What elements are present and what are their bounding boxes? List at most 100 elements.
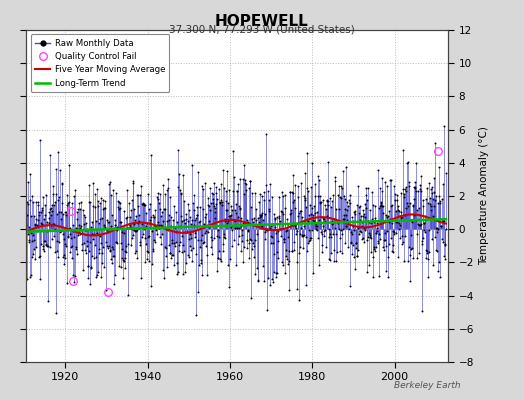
Point bbox=[141, 202, 149, 208]
Point bbox=[153, 193, 161, 200]
Point bbox=[127, 242, 135, 248]
Point bbox=[425, 194, 434, 201]
Point bbox=[247, 294, 255, 301]
Point bbox=[35, 209, 43, 216]
Point bbox=[394, 254, 402, 260]
Point bbox=[125, 223, 134, 230]
Point bbox=[281, 191, 290, 198]
Point bbox=[78, 230, 86, 236]
Point bbox=[347, 239, 355, 245]
Point bbox=[141, 223, 150, 230]
Text: Berkeley Earth: Berkeley Earth bbox=[395, 381, 461, 390]
Point bbox=[346, 192, 354, 198]
Point bbox=[71, 246, 80, 252]
Point bbox=[114, 198, 122, 204]
Point bbox=[281, 204, 289, 211]
Point bbox=[373, 227, 381, 234]
Point bbox=[222, 207, 231, 213]
Point bbox=[174, 247, 183, 254]
Point bbox=[107, 256, 115, 262]
Point bbox=[218, 202, 226, 208]
Point bbox=[349, 218, 357, 224]
Point bbox=[34, 216, 42, 223]
Point bbox=[24, 179, 32, 186]
Point bbox=[357, 213, 365, 219]
Point bbox=[83, 263, 92, 269]
Point bbox=[242, 220, 250, 226]
Point bbox=[111, 272, 119, 278]
Point bbox=[400, 258, 408, 264]
Point bbox=[81, 227, 90, 233]
Point bbox=[313, 209, 321, 216]
Point bbox=[380, 247, 388, 254]
Point bbox=[30, 246, 39, 252]
Point bbox=[174, 183, 182, 190]
Point bbox=[220, 230, 228, 237]
Point bbox=[246, 236, 254, 242]
Point bbox=[132, 248, 140, 254]
Point bbox=[124, 241, 133, 247]
Point bbox=[129, 178, 137, 184]
Point bbox=[372, 230, 380, 236]
Point bbox=[289, 171, 297, 178]
Point bbox=[60, 236, 69, 242]
Point bbox=[228, 226, 236, 233]
Point bbox=[242, 187, 250, 194]
Point bbox=[261, 236, 269, 243]
Point bbox=[185, 231, 194, 237]
Point bbox=[258, 222, 267, 229]
Point bbox=[433, 225, 441, 231]
Point bbox=[183, 229, 191, 235]
Point bbox=[87, 264, 95, 270]
Point bbox=[414, 204, 423, 211]
Point bbox=[250, 242, 259, 249]
Point bbox=[320, 216, 329, 222]
Point bbox=[219, 248, 227, 254]
Point bbox=[348, 242, 357, 248]
Point bbox=[441, 170, 450, 176]
Point bbox=[414, 188, 422, 194]
Point bbox=[258, 210, 266, 216]
Point bbox=[86, 265, 95, 272]
Point bbox=[197, 237, 205, 243]
Point bbox=[85, 182, 94, 188]
Point bbox=[343, 199, 351, 206]
Point bbox=[212, 201, 220, 207]
Point bbox=[424, 249, 433, 256]
Point bbox=[326, 230, 334, 237]
Point bbox=[126, 224, 135, 230]
Point bbox=[295, 297, 303, 303]
Point bbox=[387, 235, 396, 242]
Point bbox=[182, 211, 191, 218]
Point bbox=[147, 283, 155, 289]
Point bbox=[55, 209, 63, 215]
Point bbox=[377, 198, 385, 205]
Point bbox=[214, 227, 222, 234]
Point bbox=[317, 199, 325, 205]
Point bbox=[101, 198, 110, 204]
Point bbox=[313, 235, 322, 242]
Point bbox=[356, 203, 364, 210]
Point bbox=[221, 235, 229, 241]
Point bbox=[227, 242, 236, 249]
Point bbox=[209, 191, 217, 198]
Point bbox=[105, 243, 113, 250]
Point bbox=[210, 203, 218, 210]
Point bbox=[119, 230, 128, 236]
Point bbox=[56, 239, 64, 246]
Point bbox=[289, 246, 298, 253]
Point bbox=[47, 212, 55, 218]
Point bbox=[170, 262, 179, 268]
Point bbox=[184, 252, 192, 258]
Point bbox=[235, 206, 244, 212]
Point bbox=[281, 228, 290, 234]
Point bbox=[351, 211, 359, 218]
Point bbox=[405, 244, 413, 250]
Point bbox=[78, 241, 86, 248]
Point bbox=[316, 229, 325, 235]
Point bbox=[350, 209, 358, 215]
Point bbox=[255, 212, 264, 218]
Point bbox=[185, 236, 193, 242]
Point bbox=[372, 230, 380, 236]
Point bbox=[231, 217, 239, 224]
